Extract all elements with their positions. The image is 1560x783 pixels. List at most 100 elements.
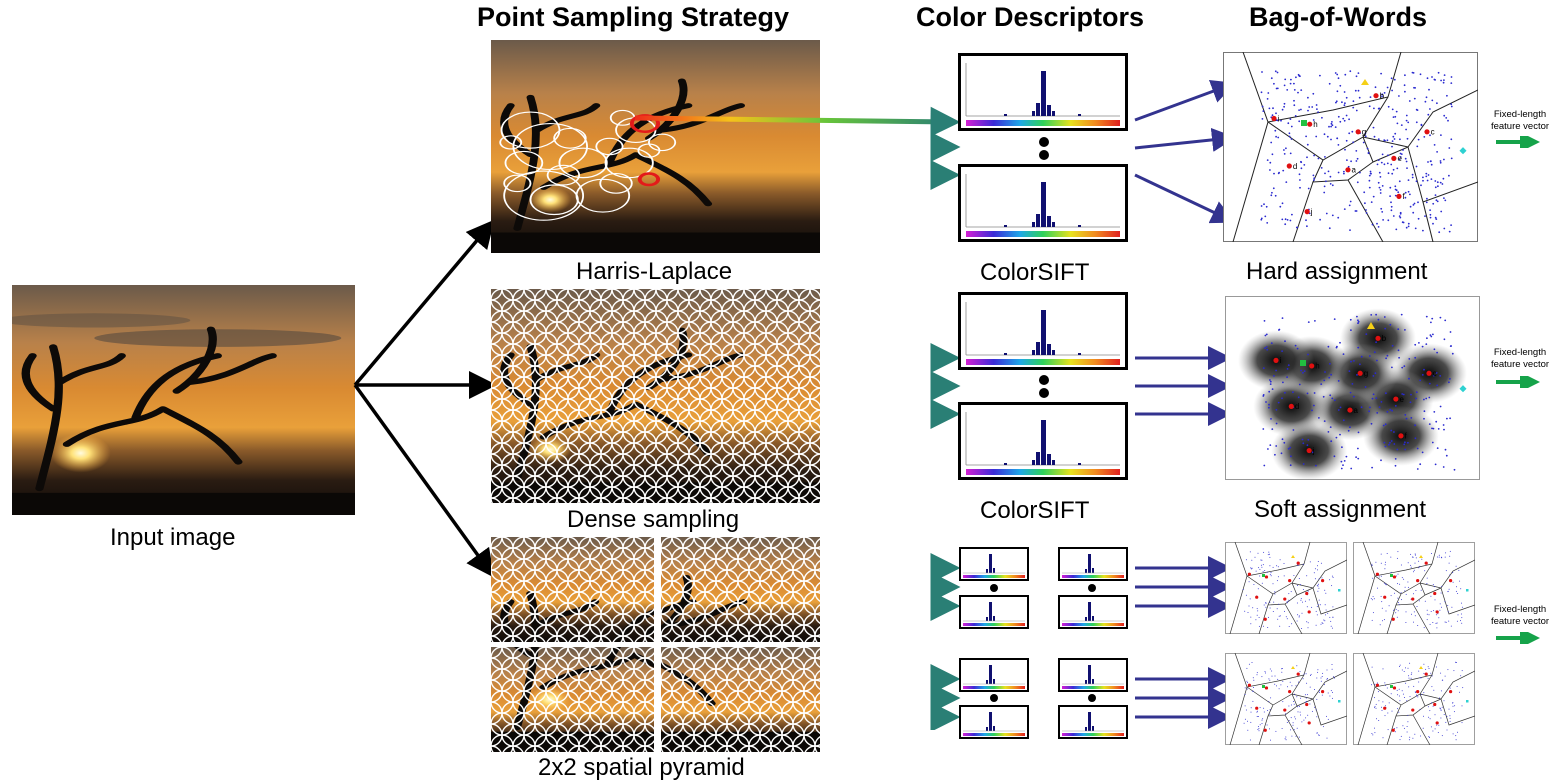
data-point (1297, 396, 1300, 399)
data-point (1418, 342, 1420, 344)
data-point (1359, 363, 1361, 366)
data-point (1335, 100, 1338, 103)
data-point (1305, 135, 1307, 138)
data-point (1307, 321, 1310, 323)
data-point (1387, 154, 1389, 157)
data-point (1427, 161, 1429, 163)
data-point (1407, 190, 1410, 193)
data-point (1415, 391, 1418, 394)
data-point (1273, 375, 1275, 377)
codeword-center (1411, 597, 1415, 601)
data-point (1415, 165, 1418, 168)
data-point (1349, 426, 1351, 429)
data-point (1323, 420, 1326, 422)
data-point (1324, 371, 1326, 373)
data-point (1443, 79, 1445, 81)
codeword-center (1424, 561, 1428, 565)
data-point (1265, 401, 1267, 403)
data-point (1343, 104, 1346, 107)
data-point (1349, 200, 1352, 203)
data-point (1269, 379, 1271, 381)
data-point (1426, 337, 1428, 340)
data-point (1289, 219, 1292, 222)
data-point (1435, 199, 1438, 202)
data-point (1449, 331, 1452, 333)
data-point (1408, 100, 1411, 102)
codeword-center (1391, 617, 1395, 621)
data-point (1425, 96, 1428, 99)
pyramid-voronoi-plot (1353, 542, 1475, 634)
data-point (1394, 194, 1397, 197)
data-point (1431, 441, 1434, 444)
data-point (1381, 185, 1384, 187)
codeword-label: c (1431, 128, 1435, 137)
data-point (1297, 91, 1299, 94)
data-point (1262, 367, 1265, 369)
data-point (1398, 356, 1400, 359)
data-point (1341, 446, 1343, 449)
data-point (1335, 436, 1338, 439)
data-point (1348, 118, 1350, 121)
codeword-center (1271, 115, 1277, 122)
data-point (1391, 89, 1393, 92)
data-point (1293, 82, 1295, 85)
codeword-center (1383, 706, 1387, 710)
data-point (1429, 134, 1431, 137)
data-point (1399, 156, 1402, 158)
data-point (1286, 89, 1289, 91)
data-point (1414, 227, 1417, 230)
data-point (1357, 457, 1360, 460)
data-point (1261, 105, 1264, 108)
data-point (1376, 222, 1378, 225)
histogram-separator-dot (1039, 137, 1049, 147)
data-point (1399, 212, 1402, 215)
data-point (1404, 157, 1407, 160)
pyramid-voronoi-plot (1353, 653, 1475, 745)
query-marker (1301, 120, 1307, 126)
pyramid-caption: 2x2 spatial pyramid (538, 754, 745, 781)
data-point (1330, 138, 1332, 141)
data-point (1306, 225, 1308, 228)
data-point (1314, 320, 1316, 322)
data-point (1323, 185, 1326, 188)
data-point (1315, 104, 1318, 106)
data-point (1365, 209, 1367, 211)
data-point (1427, 113, 1430, 116)
data-point (1270, 141, 1273, 144)
data-point (1345, 96, 1348, 99)
codeword-center (1375, 683, 1379, 687)
data-point (1268, 390, 1271, 393)
pyramid-quad-top-left (491, 537, 654, 642)
query-marker (1361, 79, 1369, 85)
data-point (1290, 125, 1293, 128)
data-point (1337, 380, 1340, 382)
data-point (1425, 172, 1428, 175)
data-point (1293, 99, 1295, 102)
data-point (1405, 119, 1408, 122)
codeword-center (1396, 193, 1402, 199)
data-point (1445, 454, 1448, 457)
data-point (1377, 318, 1380, 321)
data-point (1436, 181, 1439, 184)
data-point (1397, 191, 1400, 194)
data-point (1415, 108, 1418, 111)
data-point (1271, 388, 1274, 390)
data-point (1274, 453, 1276, 456)
data-point (1337, 409, 1340, 411)
data-point (1290, 78, 1292, 81)
data-point (1281, 218, 1284, 221)
data-point (1356, 315, 1358, 318)
input-image (12, 285, 355, 515)
data-point (1439, 161, 1442, 164)
data-point (1325, 212, 1328, 215)
data-point (1328, 227, 1331, 230)
data-point (1400, 313, 1403, 316)
colorsift-caption: ColorSIFT (980, 497, 1090, 524)
data-point (1401, 221, 1404, 224)
data-point (1432, 222, 1434, 225)
data-point (1341, 101, 1343, 104)
data-point (1329, 426, 1332, 428)
data-point (1369, 406, 1371, 409)
data-point (1453, 468, 1456, 471)
data-point (1279, 205, 1282, 208)
